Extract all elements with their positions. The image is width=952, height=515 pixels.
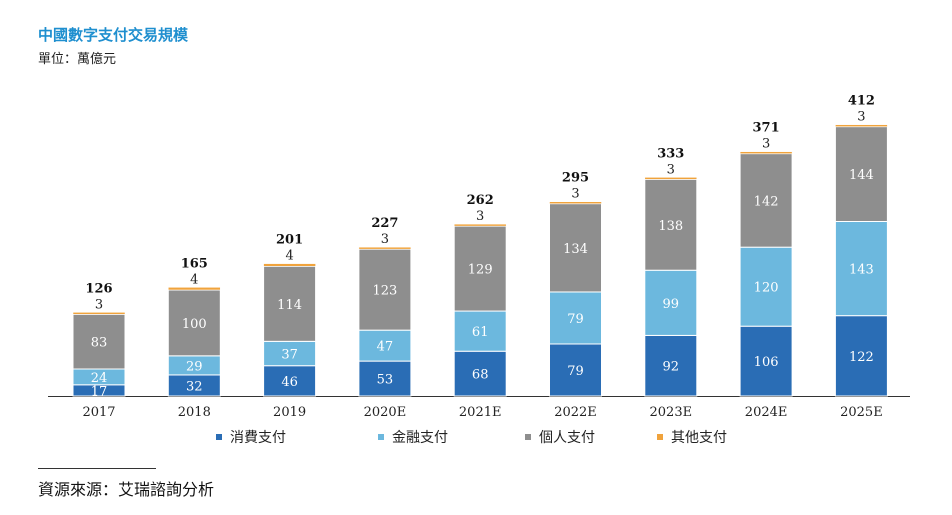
bar-segment — [739, 153, 793, 248]
total-label: 126 — [85, 281, 112, 296]
segment-value-label: 129 — [468, 263, 493, 278]
bar-segment — [453, 310, 507, 352]
segment-value-label: 92 — [663, 360, 680, 375]
bar-segment — [739, 246, 793, 327]
bar-segment — [835, 124, 888, 127]
bar-segment — [358, 248, 412, 331]
bar-segment — [72, 313, 126, 370]
x-tick-label: 2023E — [650, 405, 693, 420]
legend-label: 個人支付 — [539, 430, 595, 446]
segment-value-label: 120 — [754, 281, 779, 296]
bar-segment — [263, 340, 317, 367]
segment-value-label: 123 — [372, 284, 397, 299]
legend-swatch — [378, 434, 384, 440]
segment-value-label: 106 — [754, 355, 779, 370]
chart-title: 中國數字支付交易規模 — [38, 26, 189, 44]
source-divider — [38, 468, 156, 469]
x-tick-label: 2024E — [745, 405, 788, 420]
segment-value-label: 99 — [663, 297, 680, 312]
segment-value-label: 29 — [186, 359, 203, 374]
segment-value-label: 79 — [567, 364, 584, 379]
x-tick-label: 2020E — [364, 405, 407, 420]
segment-value-label: 100 — [182, 317, 207, 332]
segment-value-label: 47 — [377, 340, 394, 355]
bar-segment — [549, 291, 602, 345]
segment-value-label: 24 — [91, 371, 108, 386]
bar-segment — [549, 201, 602, 204]
total-label: 371 — [753, 121, 780, 136]
segment-value-label: 143 — [849, 263, 874, 278]
bar-segment — [358, 246, 412, 250]
total-label: 262 — [467, 193, 494, 208]
segment-value-label: 32 — [186, 379, 203, 394]
bar-segment — [739, 325, 793, 397]
bar-segment — [263, 365, 317, 397]
legend-swatch — [657, 434, 663, 440]
bar-segment — [549, 343, 602, 397]
bar-segment — [834, 220, 888, 317]
bar-segment — [263, 265, 317, 342]
legend-label: 其他支付 — [671, 430, 727, 446]
total-label: 295 — [562, 171, 589, 186]
unit-label: 單位：萬億元 — [38, 52, 117, 67]
stacked-bar-chart: 1724833126201732291004165201846371144201… — [48, 94, 910, 446]
other-value-label: 3 — [857, 110, 865, 125]
other-value-label: 3 — [667, 162, 675, 177]
bar-segment — [263, 263, 316, 267]
bar-segment — [644, 334, 698, 397]
bar-segment — [739, 151, 793, 154]
x-tick-label: 2017 — [82, 405, 115, 420]
segment-value-label: 53 — [377, 373, 394, 388]
segment-value-label: 46 — [281, 375, 298, 390]
bar-segment — [644, 178, 698, 271]
x-tick-label: 2021E — [459, 405, 502, 420]
total-label: 165 — [181, 256, 208, 271]
source-note: 資源來源：艾瑞諮詢分析 — [38, 480, 215, 499]
legend-label: 消費支付 — [230, 430, 286, 446]
bar-segment — [834, 315, 888, 397]
bar-segment — [168, 287, 221, 291]
bar-segment — [167, 289, 221, 357]
bar-segment — [834, 126, 888, 222]
x-tick-label: 2022E — [554, 405, 597, 420]
x-tick-label: 2019 — [273, 405, 306, 420]
bar-segment — [453, 223, 507, 227]
segment-value-label: 144 — [849, 168, 874, 183]
bar-segment — [72, 312, 126, 315]
segment-value-label: 61 — [472, 325, 489, 340]
bar-segment — [644, 269, 698, 336]
other-value-label: 3 — [381, 232, 389, 247]
segment-value-label: 142 — [754, 194, 779, 209]
legend-swatch — [216, 434, 222, 440]
bar-segment — [453, 225, 507, 312]
total-label: 333 — [657, 146, 684, 161]
total-label: 412 — [848, 94, 875, 109]
segment-value-label: 114 — [277, 298, 302, 313]
segment-value-label: 134 — [563, 242, 588, 257]
other-value-label: 4 — [190, 272, 198, 287]
other-value-label: 4 — [285, 249, 293, 264]
segment-value-label: 122 — [849, 350, 874, 365]
segment-value-label: 17 — [91, 384, 108, 399]
x-tick-label: 2025E — [840, 405, 883, 420]
other-value-label: 3 — [571, 187, 579, 202]
segment-value-label: 68 — [472, 368, 489, 383]
other-value-label: 3 — [762, 137, 770, 152]
bar-segment — [358, 360, 412, 397]
bar-segment — [644, 177, 698, 180]
x-tick-label: 2018 — [178, 405, 211, 420]
total-label: 201 — [276, 233, 303, 248]
bar-segment — [549, 203, 602, 293]
bar-segment — [453, 350, 507, 397]
other-value-label: 3 — [95, 297, 103, 312]
segment-value-label: 138 — [658, 219, 683, 234]
total-label: 227 — [371, 216, 398, 231]
segment-value-label: 83 — [91, 336, 108, 351]
legend-label: 金融支付 — [392, 430, 448, 446]
segment-value-label: 37 — [281, 348, 298, 363]
other-value-label: 3 — [476, 209, 484, 224]
legend-swatch — [525, 434, 531, 440]
segment-value-label: 79 — [567, 312, 584, 327]
